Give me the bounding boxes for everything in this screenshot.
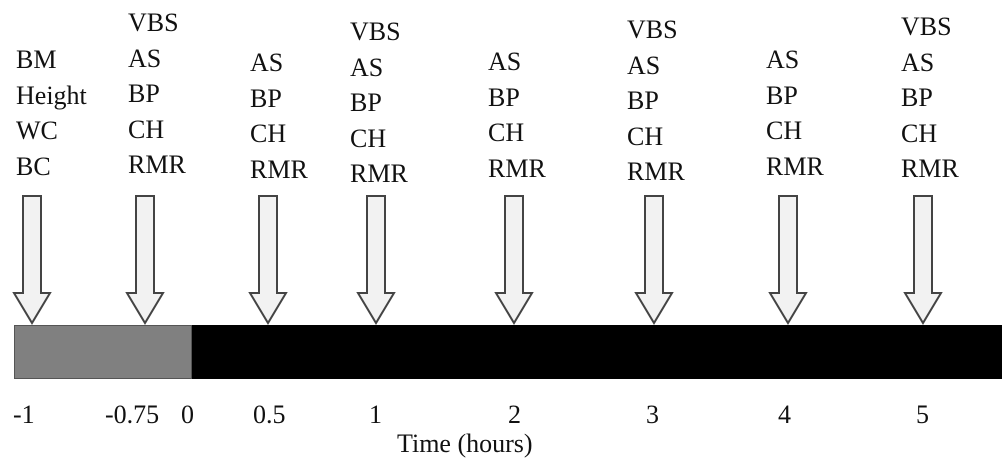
measure-stack-minus-0-75: VBS AS BP CH RMR (128, 5, 186, 183)
measure-label: RMR (766, 151, 824, 181)
tick-label: 5 (916, 400, 929, 429)
measure-stack-1: VBS AS BP CH RMR (350, 14, 408, 192)
tick-label: -0.75 (105, 400, 160, 429)
measure-label: BM (16, 45, 57, 74)
measure-label: AS (128, 43, 162, 73)
measure-label: RMR (350, 159, 408, 188)
tick-label: 3 (646, 400, 659, 429)
measure-label: CH (350, 123, 387, 153)
measure-label: CH (627, 121, 664, 151)
measure-label: AS (350, 52, 384, 82)
measure-label: RMR (901, 154, 959, 183)
measure-label: VBS (350, 17, 401, 46)
measure-label: BP (627, 86, 659, 115)
trial-period-bar (192, 325, 1002, 379)
measure-label: RMR (627, 157, 685, 186)
measure-label: BP (250, 83, 282, 113)
tick-label: 0 (181, 400, 194, 429)
measure-label: BP (350, 88, 382, 117)
down-arrow-icon (494, 195, 534, 325)
down-arrow-icon (248, 195, 288, 325)
measure-label: BP (766, 80, 798, 110)
measure-label: WC (16, 116, 58, 145)
measure-label: BP (488, 82, 520, 112)
measure-label: Height (16, 80, 87, 110)
down-arrow-icon (356, 195, 396, 325)
down-arrow-icon (903, 195, 943, 325)
measure-label: RMR (250, 154, 308, 184)
down-arrow-icon (768, 195, 808, 325)
measure-stack-3: VBS AS BP CH RMR (627, 12, 685, 190)
measure-label: VBS (128, 8, 179, 37)
measure-stack-5: VBS AS BP CH RMR (901, 9, 959, 187)
measure-label: RMR (128, 150, 186, 179)
measure-label: AS (250, 48, 284, 77)
tick-label: -1 (13, 400, 35, 429)
measure-stack-2: AS BP CH RMR (488, 44, 546, 186)
measure-stack-0-5: AS BP CH RMR (250, 45, 308, 187)
measure-stack-4: AS BP CH RMR (766, 42, 824, 184)
measure-label: CH (128, 114, 165, 144)
tick-label: 1 (369, 400, 382, 429)
measure-label: AS (627, 50, 661, 80)
measure-label: BP (128, 79, 160, 108)
measure-stack-minus-1: BM Height WC BC (16, 42, 87, 184)
measure-label: VBS (627, 15, 678, 44)
measure-label: BP (901, 83, 933, 112)
measure-label: RMR (488, 153, 546, 183)
measure-label: CH (250, 119, 287, 148)
tick-label: 0.5 (253, 400, 286, 429)
tick-label: 2 (508, 400, 521, 429)
down-arrow-icon (12, 195, 52, 325)
tick-label: 4 (778, 400, 791, 429)
measure-label: AS (901, 47, 935, 77)
measure-label: CH (488, 118, 525, 147)
measure-label: VBS (901, 12, 952, 41)
down-arrow-icon (634, 195, 674, 325)
measure-label: CH (766, 116, 803, 145)
baseline-period-bar (14, 325, 192, 379)
axis-title: Time (hours) (397, 429, 533, 458)
measure-label: CH (901, 118, 938, 148)
measure-label: BC (16, 151, 51, 181)
down-arrow-icon (125, 195, 165, 325)
measure-label: AS (488, 47, 522, 76)
measure-label: AS (766, 45, 800, 74)
